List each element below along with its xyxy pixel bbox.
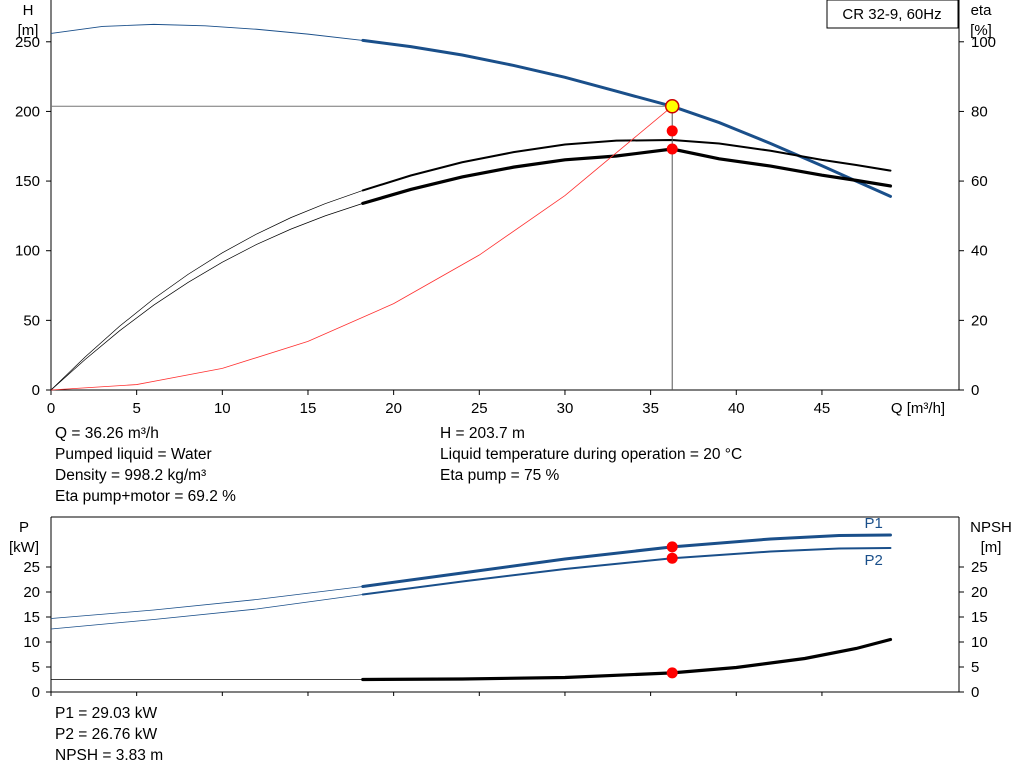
bottom-y-label-line2: [kW] [9,539,39,556]
bottom-y-tick-label: 5 [32,659,40,676]
npsh-curve [361,637,893,682]
curve-chart-series [50,23,893,391]
efficiency-marker [666,143,678,155]
bottom-y2-tick-label: 10 [971,634,988,651]
p1-curve [361,533,892,588]
top-y2-tick-label: 60 [971,173,988,190]
curve-chart-frame [50,0,960,391]
duty-info-left: Q = 36.26 m³/h Pumped liquid = Water Den… [55,423,236,507]
top-y-tick-label: 250 [15,34,40,51]
power-chart-axes: 0 5 10 15 20 25 0 5 10 15 20 25 [23,559,987,701]
top-y-label-line1: H [23,2,34,19]
head-curve [361,38,892,198]
top-title-box: CR 32-9, 60Hz [826,0,959,29]
top-x-label: Q [m³/h] [891,400,945,417]
info-head: H = 203.7 m [440,425,525,442]
info-p1: P1 = 29.03 kW [55,705,158,722]
top-y2-label-line2: [%] [970,22,992,39]
top-y-label-line2: [m] [18,22,39,39]
bottom-y2-label-line2: [m] [981,539,1002,556]
top-y2-tick-label: 0 [971,382,979,399]
eta-pump-curve [361,138,892,192]
eta-pump-motor-curve-extrapolated [50,203,363,391]
p2-curve-extrapolated [50,594,363,630]
top-x-tick-label: 0 [47,400,55,417]
bottom-y2-tick-label: 0 [971,684,979,701]
chart-title: CR 32-9, 60Hz [842,6,941,23]
power-point-marker [666,667,678,679]
info-eta-pump-motor: Eta pump+motor = 69.2 % [55,488,236,505]
top-y-tick-label: 150 [15,173,40,190]
p1-curve-extrapolated [50,586,363,619]
top-y-tick-label: 200 [15,103,40,120]
power-chart-series [50,533,893,682]
top-x-tick-label: 5 [132,400,140,417]
bottom-y-label-line1: P [19,519,29,536]
info-npsh: NPSH = 3.83 m [55,747,164,764]
power-point-marker [666,552,678,564]
top-y2-tick-label: 80 [971,103,988,120]
bottom-y-tick-label: 25 [23,559,40,576]
top-x-tick-label: 45 [814,400,831,417]
top-x-tick-label: 40 [728,400,745,417]
top-x-tick-label: 10 [214,400,231,417]
bottom-y-tick-label: 0 [32,684,40,701]
curve-chart-axes: 0 5 10 15 20 25 30 35 40 45 0 50 100 150 200 250 0 20 40 60… [15,34,996,417]
curve-chart-markers [664,99,680,155]
bottom-y-tick-label: 15 [23,609,40,626]
info-flow: Q = 36.26 m³/h [55,425,159,442]
bottom-y-tick-label: 10 [23,634,40,651]
power-chart-frame [50,516,960,693]
power-chart-legend: P1 P2 [864,515,882,569]
info-eta-pump: Eta pump = 75 % [440,467,560,484]
bottom-y-tick-label: 20 [23,584,40,601]
eta-pump-motor-curve [361,147,893,205]
p2-curve [361,547,892,596]
top-y2-label-line1: eta [971,2,993,19]
series-label-p1: P1 [864,515,882,532]
bottom-y2-tick-label: 5 [971,659,979,676]
top-x-tick-label: 20 [385,400,402,417]
bottom-y2-label-line1: NPSH [970,519,1012,536]
top-x-tick-label: 25 [471,400,488,417]
bottom-y2-tick-label: 25 [971,559,988,576]
eta-pump-curve-extrapolated [50,190,363,391]
duty-point-guides [51,105,673,390]
top-y2-tick-label: 20 [971,312,988,329]
power-info: P1 = 29.03 kW P2 = 26.76 kW NPSH = 3.83 … [55,703,163,766]
series-label-p2: P2 [864,552,882,569]
efficiency-marker [666,125,678,137]
top-y-tick-label: 0 [32,382,40,399]
top-x-tick-label: 30 [557,400,574,417]
info-temperature: Liquid temperature during operation = 20… [440,446,743,463]
power-point-marker [666,541,678,553]
top-y-tick-label: 50 [23,312,40,329]
bottom-y2-tick-label: 20 [971,584,988,601]
top-y-tick-label: 100 [15,243,40,260]
top-y2-tick-label: 40 [971,243,988,260]
duty-info-right: H = 203.7 m Liquid temperature during op… [440,423,742,486]
info-p2: P2 = 26.76 kW [55,726,158,743]
system-curve [50,105,673,391]
top-y2-tick-label: 100 [971,34,996,51]
bottom-y2-tick-label: 15 [971,609,988,626]
head-curve-extrapolated [50,23,363,41]
top-x-tick-label: 15 [300,400,317,417]
power-chart-markers [666,541,678,679]
info-liquid: Pumped liquid = Water [55,446,212,463]
top-x-tick-label: 35 [642,400,659,417]
duty-point-marker [664,99,680,114]
info-density: Density = 998.2 kg/m³ [55,467,207,484]
